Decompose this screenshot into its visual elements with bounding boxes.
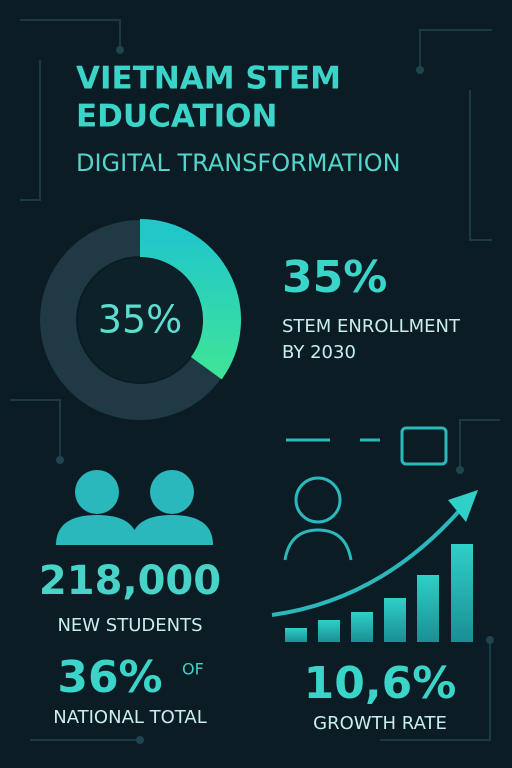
- growth-bars: [285, 544, 473, 642]
- growth-caption: GROWTH RATE: [313, 713, 447, 734]
- enrollment-caption-1: STEM ENROLLMENT: [282, 316, 461, 337]
- students-count: 218,000: [39, 558, 221, 604]
- share-suffix: OF: [182, 660, 204, 679]
- donut-label: 35%: [98, 298, 182, 342]
- enrollment-headline: 35%: [282, 252, 387, 303]
- share-caption: NATIONAL TOTAL: [53, 707, 206, 728]
- title-line-1: VIETNAM STEM: [76, 61, 341, 97]
- students-caption: NEW STUDENTS: [57, 615, 202, 636]
- people-icon: [56, 470, 213, 545]
- circuit-decoration: [10, 19, 500, 744]
- donut: [139, 219, 241, 380]
- enrollment-caption-2: BY 2030: [282, 342, 356, 363]
- subtitle: DIGITAL TRANSFORMATION: [76, 149, 401, 177]
- donut-arc: [139, 219, 241, 380]
- title-line-2: EDUCATION: [76, 99, 277, 135]
- arrow-head: [448, 490, 478, 522]
- growth-rate: 10,6%: [304, 658, 457, 709]
- donut-hole: [78, 258, 202, 382]
- share-value: 36%: [57, 652, 162, 703]
- growth-illustration: [271, 426, 462, 617]
